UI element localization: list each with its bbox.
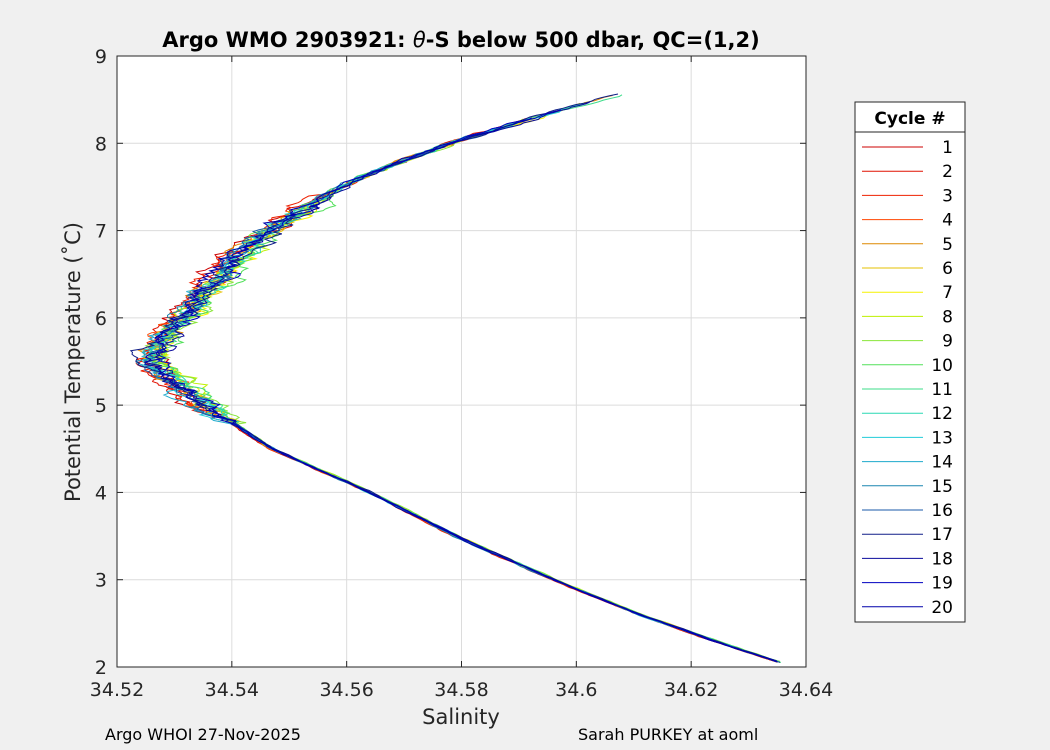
chart-title-theta: θ	[413, 28, 426, 52]
legend-entry-label: 7	[942, 283, 953, 303]
x-tick-label: 34.64	[779, 679, 833, 701]
y-tick-label: 3	[95, 570, 107, 592]
legend-entry-label: 4	[942, 211, 953, 231]
legend-entry-label: 12	[931, 404, 953, 424]
footer-left-text: Argo WHOI 27-Nov-2025	[105, 725, 301, 744]
legend-title: Cycle #	[874, 109, 945, 129]
legend-entry-label: 17	[931, 525, 953, 545]
data-lines	[129, 93, 781, 663]
legend-entry-label: 10	[931, 356, 953, 376]
series-line-cycle-18	[144, 101, 778, 662]
chart-title-part-2: -S below 500 dbar, QC=(1,2)	[426, 28, 760, 52]
ticks: 34.52 34.54 34.56 34.58 34.6 34.62 34.64 2 3 4 5 6 7…	[90, 46, 833, 701]
y-tick-label: 6	[95, 308, 107, 330]
x-tick-label: 34.54	[205, 679, 259, 701]
legend-entry-label: 11	[931, 380, 953, 400]
x-tick-label: 34.56	[319, 679, 373, 701]
x-tick-label: 34.62	[664, 679, 718, 701]
y-tick-label: 5	[95, 395, 107, 417]
legend-entry-label: 16	[931, 501, 953, 521]
legend-entry-label: 2	[942, 162, 953, 182]
legend-entry-label: 14	[931, 453, 953, 473]
legend-entry-label: 18	[931, 549, 953, 569]
legend-entry-label: 3	[942, 186, 953, 206]
legend-entry-label: 13	[931, 428, 953, 448]
legend-entry-label: 20	[931, 598, 953, 618]
legend-entry-label: 9	[942, 332, 953, 352]
y-tick-label: 4	[95, 482, 107, 504]
legend-entry-label: 6	[942, 259, 953, 279]
x-axis-label: Salinity	[422, 705, 500, 729]
x-tick-label: 34.58	[434, 679, 488, 701]
chart-title: Argo WMO 2903921: θ-S below 500 dbar, QC…	[162, 28, 759, 52]
y-tick-label: 9	[95, 46, 107, 68]
y-tick-label: 7	[95, 221, 107, 243]
y-tick-label: 2	[95, 657, 107, 679]
footer-right-text: Sarah PURKEY at aoml	[578, 725, 759, 744]
x-tick-label: 34.6	[555, 679, 597, 701]
legend-entry-label: 1	[942, 138, 953, 158]
legend-entry-label: 8	[942, 307, 953, 327]
legend-entry-label: 15	[931, 477, 953, 497]
y-tick-label: 8	[95, 133, 107, 155]
y-axis-label: Potential Temperature (˚C)	[61, 222, 85, 502]
x-tick-label: 34.52	[90, 679, 144, 701]
series-line-cycle-20	[144, 117, 778, 663]
legend-entry-label: 5	[942, 235, 953, 255]
legend-box	[854, 101, 966, 623]
chart-title-part-1: Argo WMO 2903921:	[162, 28, 413, 52]
legend-entry-label: 19	[931, 574, 953, 594]
